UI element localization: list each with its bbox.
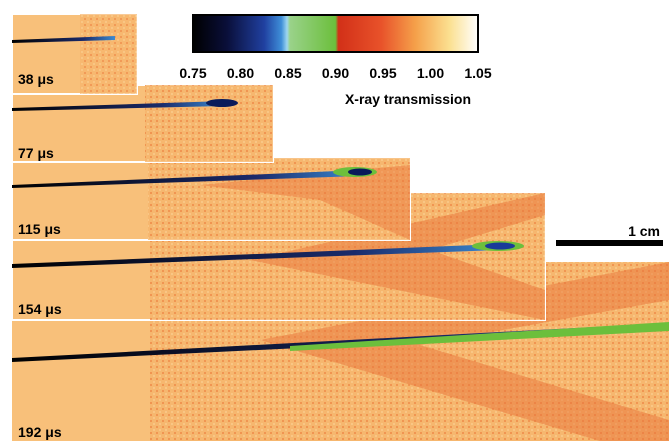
colorbar-tick-label: 0.75 [179,65,206,81]
colorbar-tick-label: 0.95 [369,65,396,81]
panel-label: 38 μs [18,71,54,87]
colorbar-tick-label: 1.00 [417,65,444,81]
panel-38 [11,13,138,95]
scale-bar [556,240,663,246]
colorbar-tick-label: 0.85 [274,65,301,81]
colorbar [192,14,479,53]
scale-bar-label: 1 cm [628,223,660,239]
panel-115 [11,157,411,241]
colorbar-label: X-ray transmission [345,91,471,107]
panel-label: 115 μs [18,221,61,237]
panel-label: 192 μs [18,424,62,440]
colorbar-tick-label: 1.05 [464,65,491,81]
panel-label: 154 μs [18,301,62,317]
colorbar-tick-label: 0.80 [227,65,254,81]
panel-label: 77 μs [18,145,54,161]
colorbar-tick-label: 0.90 [322,65,349,81]
panel-77 [11,84,274,163]
